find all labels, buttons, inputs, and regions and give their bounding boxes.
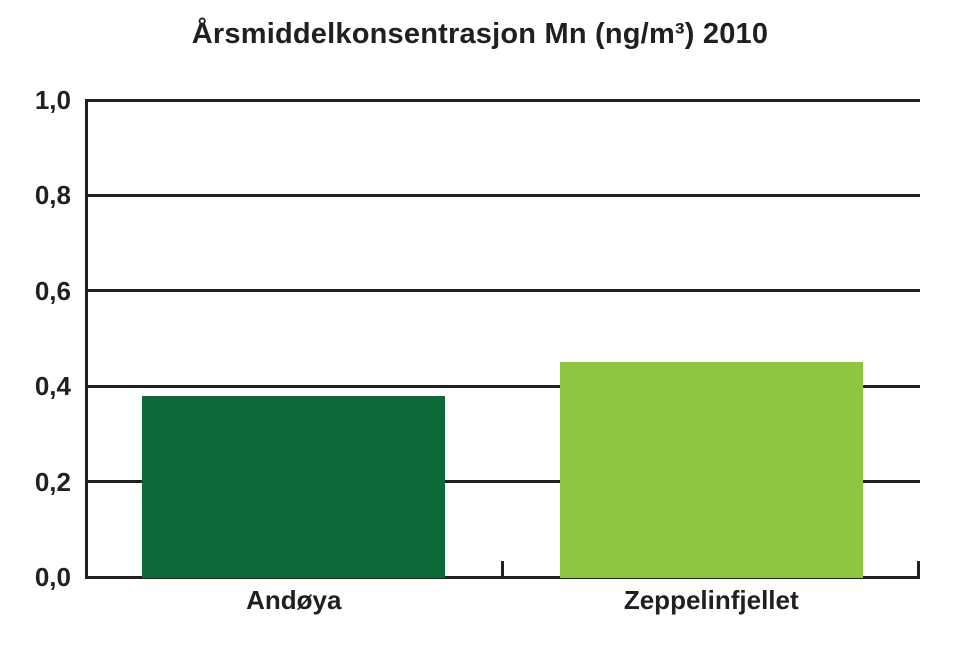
y-tick-label: 0,2	[34, 466, 71, 497]
y-tick-label: 0,4	[34, 371, 71, 402]
y-tick-label: 0,0	[34, 562, 71, 592]
gridline	[85, 98, 920, 102]
gridline	[85, 480, 920, 484]
x-category-label: Andøya	[246, 585, 342, 615]
gridline	[85, 575, 920, 579]
plot-area: 0,0 0,2 0,4 0,6 0,8 1,0 Andøya Zeppelinfjellet	[35, 87, 920, 615]
y-axis-line	[85, 100, 88, 577]
y-tick-label: 0,6	[34, 275, 71, 306]
gridline	[85, 193, 920, 197]
x-axis-tick	[501, 561, 504, 577]
bar-andøya	[142, 395, 446, 578]
x-axis-tick	[917, 561, 920, 577]
x-category-label: Zeppelinfjellet	[623, 585, 799, 615]
y-tick-label: 0,8	[34, 180, 71, 211]
gridline	[85, 384, 920, 388]
gridline	[85, 289, 920, 293]
bar-zeppelinfjellet	[559, 362, 863, 578]
chart-title: Årsmiddelkonsentrasjon Mn (ng/m³) 2010	[191, 18, 769, 50]
y-tick-label: 1,0	[34, 85, 71, 115]
